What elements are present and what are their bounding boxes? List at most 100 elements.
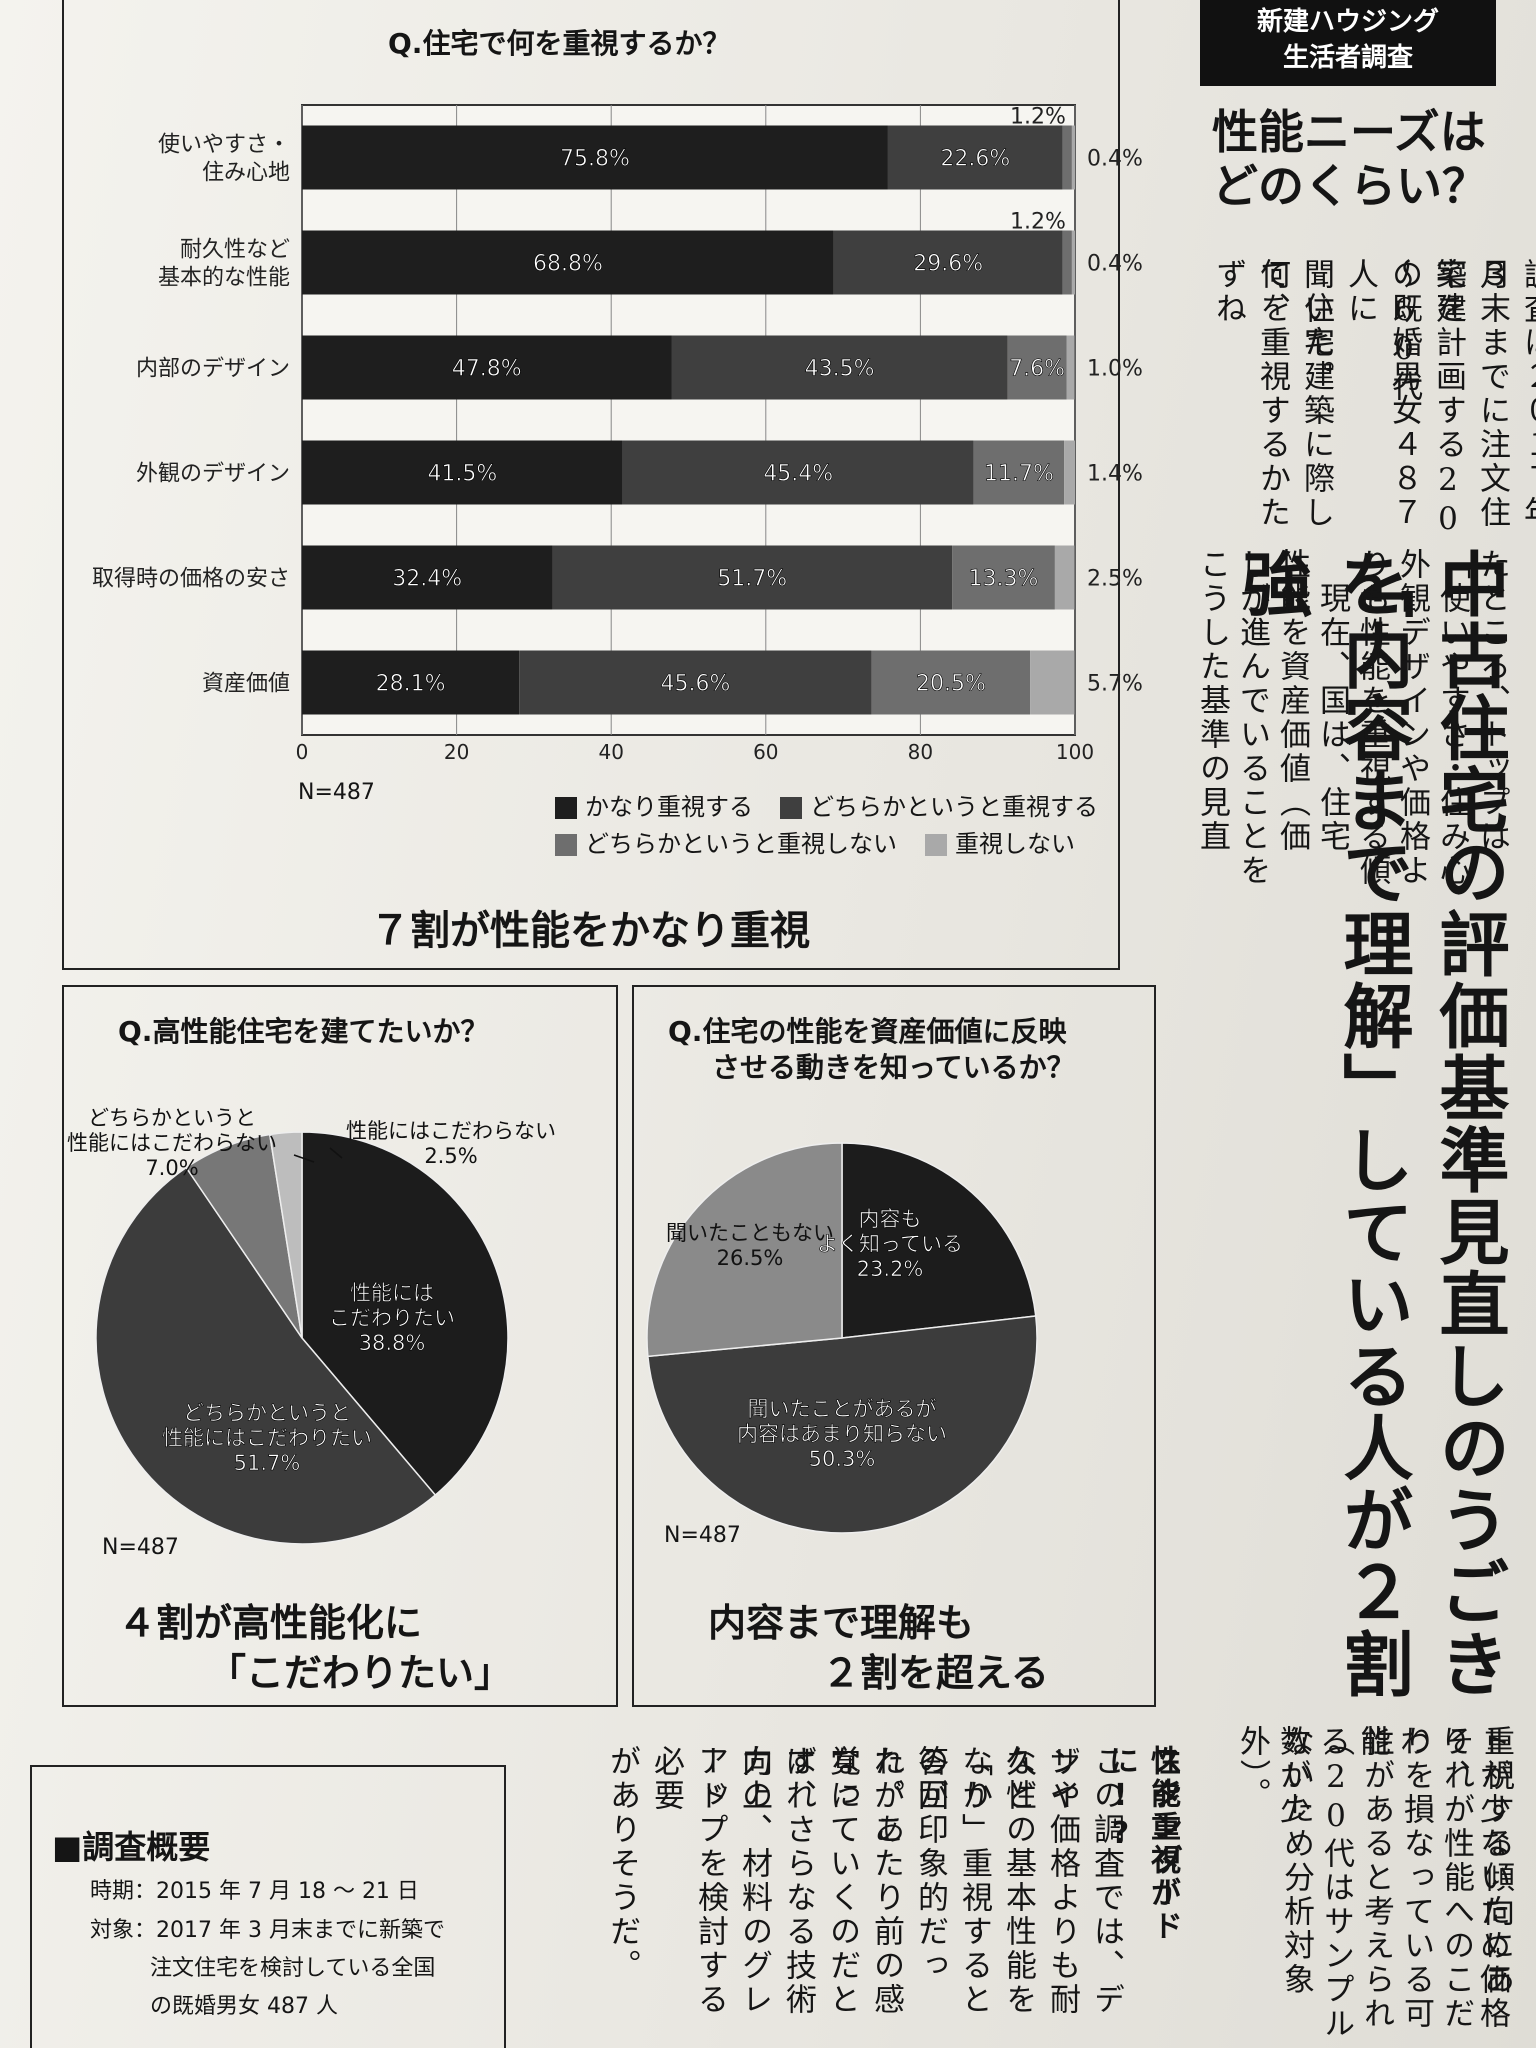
x-tick-label: 20 [444,740,469,764]
bar-segment [887,125,1063,190]
pie-slice [646,1142,843,1358]
headline-column-1: 中古住宅の評価基準見直しのうごきを [1327,548,1510,1700]
pie1-note: N=487 [102,1535,179,1560]
pie2-title-line1: Q.住宅の性能を資産価値に反映 [668,1015,1067,1048]
survey-period: 時期：2015 年 7 月 18 ～ 21 日 [90,1879,419,1904]
article-text-column: この調査では、デザイ [1044,1745,1124,2017]
slice-name-label: 性能にはこだわらない [67,1131,277,1155]
survey-target-line3: の既婚男女 487 人 [150,1994,338,2019]
pie-chart-1: 性能にはこだわりたい38.8%どちらかというと性能にはこだわりたい51.7%どち… [67,1106,556,1545]
slice-value-label: 50.3% [809,1447,876,1471]
data-label: 1.4% [1087,462,1143,487]
slice-value-label: 51.7% [234,1451,301,1475]
bar-segment [1054,545,1075,610]
bar-segment [1071,125,1075,190]
pie2-panel [632,985,1156,1707]
bar-segment [302,650,520,715]
leader-line [293,1154,315,1163]
data-label: 1.0% [1087,357,1143,382]
bar-chart-panel [62,0,1120,970]
data-label: 47.8% [452,357,522,382]
legend-swatch [925,834,947,856]
data-label: 0.4% [1087,147,1143,172]
bar-segment [519,650,872,715]
slice-name-label: 聞いたこともない [666,1221,834,1245]
data-label: 13.3% [969,567,1039,592]
article-text-column: がありそうだ。 [604,1745,640,1983]
category-label: 資産価値 [202,672,290,697]
data-label: 51.7% [717,567,787,592]
pie-slice [647,1315,1038,1534]
article-text-column: 「使いやすさ・住み心 [1434,548,1470,888]
subhead-line1: 性能重視が [1145,1745,1180,1910]
pie2-note: N=487 [664,1523,741,1548]
category-label: 外観のデザイン [136,462,290,487]
bar-segment [1062,125,1072,190]
slice-name-label: よく知っている [817,1232,963,1256]
bar-segment [302,335,672,400]
bar-segment [302,125,888,190]
data-label: 41.5% [427,462,497,487]
article-subtitle-line2: どのくらい？ [1212,159,1488,213]
header-badge-line1: 新建ハウジング [1256,7,1439,37]
slice-name-label: 性能には [350,1281,434,1305]
bar-chart-summary: ７割が性能をかなり重視 [370,908,810,954]
article-text-column: こうした基準の見直 [1194,548,1230,854]
article-text-column: 答が印象的だった。こ [868,1745,948,1983]
headline-column-2: 「内容まで理解」している人が２割強 [1231,548,1414,1700]
bar-segment [871,650,1031,715]
legend-label: かなり重視する [585,793,753,821]
category-label: 住み心地 [202,161,290,186]
slice-name-label: こだわりたい [329,1306,455,1330]
data-label: 0.4% [1087,252,1143,277]
bar-chart-note: N=487 [298,780,375,805]
slice-value-label: 7.0% [145,1156,198,1180]
survey-heading: ■調査概要 [52,1828,211,1866]
article-text-column: 聞いた。 [1298,258,1334,394]
article-text-column: ば、さらなる技術力の [736,1745,816,2017]
survey-target-line2: 注文住宅を検討している全国 [150,1956,436,1981]
slice-name-label: 内容はあまり知らない [737,1422,947,1446]
article-text-column: ないため分析対象外）。 [1234,1725,1314,1997]
bar-segment [552,545,953,610]
category-label: 耐久性など [180,238,290,263]
slice-name-label: 聞いたことがあるが [748,1397,937,1421]
data-label: 22.6% [940,147,1010,172]
article-text-column: 重視する傾向にあり、 [1434,1725,1514,1997]
bar-segment [622,440,974,505]
data-label: 43.5% [805,357,875,382]
data-label: 75.8% [560,147,630,172]
article-text-column: れがあたり前の感覚に [824,1745,904,2017]
data-label: 2.5% [1087,567,1143,592]
data-label: 68.8% [533,252,603,277]
bar-segment [1030,650,1075,715]
pie-slice [301,1131,509,1497]
article-text-column: 向上、材料のグレード [692,1745,772,2017]
category-label: 内部のデザイン [136,357,290,382]
slice-name-label: どちらかというと [183,1401,351,1425]
article-text-column: たところ、トップは [1474,548,1510,854]
article-text-column: 月末までに注文住宅建 [1430,258,1510,530]
data-label: 45.4% [763,462,833,487]
pie1-title: Q.高性能住宅を建てたいか？ [118,1015,489,1048]
data-label: 29.6% [913,252,983,277]
pie1-summary-line2: 「こだわりたい」 [208,1651,513,1695]
article-text-column: 性があると考えられる [1314,1725,1394,2031]
data-label: 28.1% [376,672,446,697]
bar-segment [833,230,1063,295]
slice-name-label: 内容も [859,1207,922,1231]
article-text-column: 性能を資産価値（価 [1274,548,1310,854]
category-label: 基本的な性能 [158,266,290,291]
pie1-summary-line1: ４割が高性能化に [118,1601,423,1645]
category-label: 使いやすさ・ [158,133,290,158]
article-text-column: りを損なっている可能 [1354,1725,1434,2031]
article-text-column: 何を重視するかたずね [1210,258,1290,530]
bar-segment [1066,335,1075,400]
slice-name-label: 性能にはこだわりたい [162,1426,372,1450]
bar-segment [1062,230,1072,295]
bar-segment [1071,230,1075,295]
legend-item-4: 重視しない [925,824,1075,859]
legend-label: 重視しない [955,830,1075,858]
